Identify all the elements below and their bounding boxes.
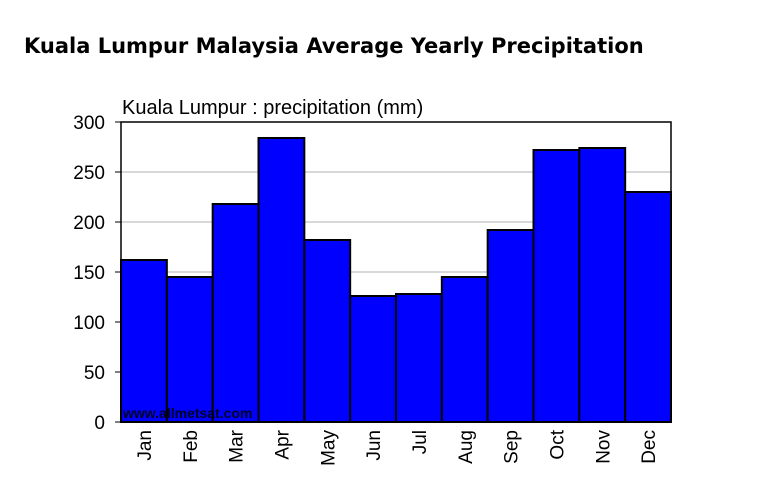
y-tick-label: 200: [73, 213, 105, 234]
x-tick-label-jul: Jul: [410, 430, 431, 454]
page-title: Kuala Lumpur Malaysia Average Yearly Pre…: [24, 34, 644, 58]
y-axis-ticks: 0 50 100 150 200 250 300: [73, 113, 121, 434]
bar-aug: [440, 276, 489, 423]
x-tick-label-apr: Apr: [272, 429, 293, 459]
bar-apr: [257, 137, 306, 423]
x-tick-label-jan: Jan: [135, 430, 156, 461]
x-tick-label-nov: Nov: [593, 430, 614, 464]
bar-oct: [532, 149, 581, 423]
bar-feb: [165, 276, 214, 423]
bar-dec: [624, 191, 673, 423]
y-tick-label: 0: [94, 413, 105, 434]
y-tick-label: 250: [73, 163, 105, 184]
bars: [120, 137, 673, 423]
y-tick-label: 100: [73, 313, 105, 334]
y-tick-label: 300: [73, 113, 105, 134]
bar-jul: [395, 293, 443, 423]
x-tick-label-dec: Dec: [639, 430, 660, 464]
watermark-text: www.allmetsat.com: [122, 405, 252, 421]
chart-title: Kuala Lumpur : precipitation (mm): [122, 97, 423, 119]
bar-nov: [578, 147, 627, 423]
bar-mar: [211, 203, 260, 423]
x-tick-label-sep: Sep: [502, 430, 523, 464]
bar-sep: [486, 229, 535, 423]
bar-jun: [349, 295, 397, 423]
x-tick-label-aug: Aug: [456, 430, 477, 464]
y-tick-label: 50: [84, 363, 105, 384]
x-tick-label-may: May: [318, 430, 339, 466]
x-tick-label-mar: Mar: [227, 429, 248, 462]
x-tick-label-jun: Jun: [364, 430, 385, 461]
x-axis-ticks: Jan Feb Mar Apr May Jun Jul Aug Sep Oct Nov Dec: [135, 429, 660, 466]
y-tick-label: 150: [73, 263, 105, 284]
x-tick-label-feb: Feb: [181, 430, 202, 463]
bar-jan: [120, 259, 168, 423]
x-tick-label-oct: Oct: [547, 429, 568, 459]
bar-may: [303, 239, 352, 423]
